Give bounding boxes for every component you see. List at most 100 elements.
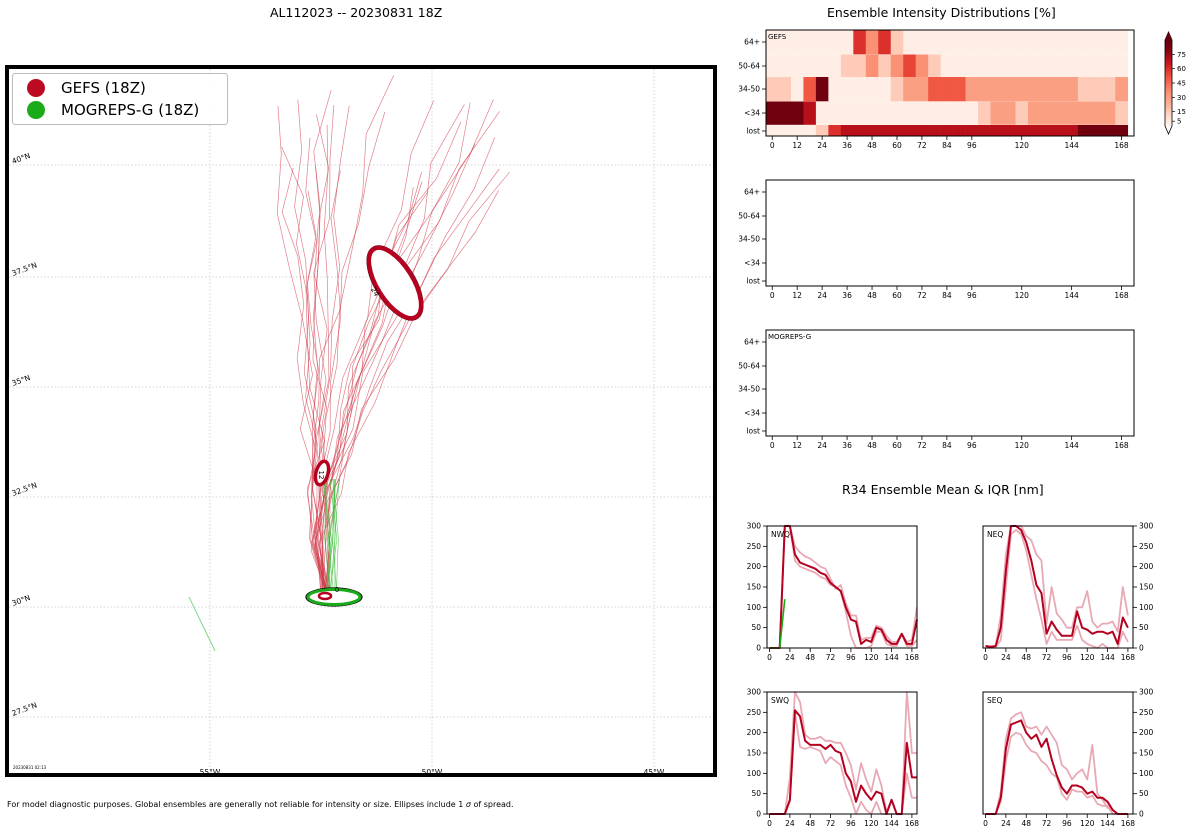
heatmap-cell <box>1077 125 1091 137</box>
x-tick-label: 24 <box>785 819 795 828</box>
track-map: 40°N 37.5°N 35°N 32.5°N 30°N 27.5°N 55°W 50°W 45… <box>5 65 717 777</box>
heatmap-cell <box>778 125 792 137</box>
colorbar-segment <box>1165 45 1172 49</box>
heatmap-cell <box>865 54 879 78</box>
gefs-member-track <box>311 170 341 593</box>
heatmap-cell <box>965 30 979 55</box>
x-tick-label: 0 <box>770 141 775 150</box>
heatmap-cell <box>978 125 991 137</box>
heatmap-cell <box>915 125 929 137</box>
heatmap-cell <box>828 30 842 55</box>
heatmap-frame <box>765 29 1135 137</box>
heatmap-cell <box>1015 30 1029 55</box>
ellipse-label-0: 0 <box>335 586 339 594</box>
heatmap-frame <box>765 329 1135 437</box>
heatmap-cell <box>1102 101 1116 125</box>
colorbar-segment <box>1165 104 1172 108</box>
x-tick-label: 168 <box>1114 291 1129 300</box>
x-tick-label: 48 <box>805 653 815 662</box>
heatmap-cell <box>815 30 829 55</box>
heatmap-cell <box>1077 77 1091 102</box>
heatmap-cell <box>903 54 916 78</box>
colorbar-tick-label: 45 <box>1177 80 1186 88</box>
colorbar-segment <box>1165 87 1172 91</box>
colorbar-segment <box>1165 72 1172 75</box>
r34-series-iqr-high <box>769 525 918 649</box>
heatmap-cell <box>953 54 966 78</box>
y-tick-label: 100 <box>747 603 762 612</box>
x-tick-label: 60 <box>892 141 902 150</box>
heatmap-cell <box>915 30 929 55</box>
x-tick-label: 72 <box>826 653 836 662</box>
x-tick-label: 48 <box>1021 819 1031 828</box>
x-tick-label: 0 <box>770 291 775 300</box>
colorbar-segment <box>1165 43 1172 47</box>
heatmap-cell <box>965 77 979 102</box>
heatmap-cell <box>840 77 854 102</box>
x-tick-label: 96 <box>967 141 977 150</box>
heatmap-cell <box>840 54 854 78</box>
heatmap-cell <box>1090 125 1104 137</box>
heatmap-cell <box>1027 54 1041 78</box>
heatmap-cell <box>903 30 916 55</box>
mogreps-ellipse-0 <box>306 588 362 606</box>
heatmap-cell <box>853 101 867 125</box>
x-tick-label: 120 <box>864 819 879 828</box>
heatmap-cell <box>853 125 867 137</box>
heatmap-cell <box>1027 77 1041 102</box>
colorbar-segment <box>1165 74 1172 77</box>
row-label: <34 <box>744 409 760 418</box>
y-tick-label: 250 <box>1139 542 1154 551</box>
colorbar-segment <box>1165 120 1172 123</box>
r34-title: R34 Ensemble Mean & IQR [nm] <box>842 482 1044 497</box>
legend-item-gefs: GEFS (18Z) <box>27 78 146 98</box>
heatmap-cell <box>1077 30 1091 55</box>
heatmap-cell <box>1115 30 1129 55</box>
y-tick-label: 150 <box>747 583 762 592</box>
colorbar-segment <box>1165 122 1172 125</box>
x-tick-label: 48 <box>867 291 877 300</box>
x-tick-label: 120 <box>864 653 879 662</box>
y-tick-label: 250 <box>1139 708 1154 717</box>
colorbar-segment <box>1165 64 1172 68</box>
heatmap-cell <box>890 30 904 55</box>
row-label: 34-50 <box>738 385 760 394</box>
heatmap-cell <box>940 30 954 55</box>
x-tick-label: 168 <box>1114 141 1129 150</box>
colorbar-segment <box>1165 83 1172 87</box>
heatmap-cell <box>828 125 842 137</box>
x-tick-label: 96 <box>1062 653 1072 662</box>
x-tick-label: 12 <box>792 291 802 300</box>
y-tick-label: 200 <box>1139 728 1154 737</box>
x-tick-label: 144 <box>1100 819 1115 828</box>
heatmap-cell <box>928 125 941 137</box>
y-tick-label: 100 <box>1139 769 1154 778</box>
heatmap-cell <box>965 54 979 78</box>
heatmap-cell <box>915 101 929 125</box>
heatmap-cell <box>1027 30 1041 55</box>
heatmap-cell <box>903 77 916 102</box>
heatmap-cell <box>840 125 854 137</box>
row-label: 64+ <box>744 338 760 347</box>
ellipse-label-12: 12 <box>317 471 325 480</box>
gefs-member-track <box>322 190 499 593</box>
y-tick-label: 100 <box>747 769 762 778</box>
heatmap-label: MOGREPS-G <box>768 333 811 341</box>
y-tick-label: 150 <box>1139 583 1154 592</box>
colorbar-segment <box>1165 51 1172 54</box>
heatmap-cell <box>1065 54 1079 78</box>
colorbar-segment <box>1165 68 1172 71</box>
heatmap-cell <box>1102 30 1116 55</box>
heatmap-cell <box>865 125 879 137</box>
x-tick-label: 96 <box>846 653 856 662</box>
x-tick-label: 24 <box>817 141 827 150</box>
gefs-member-track <box>312 100 435 593</box>
r34-label: NWQ <box>771 530 790 539</box>
colorbar-segment <box>1165 89 1172 92</box>
gefs-member-track <box>322 121 462 593</box>
x-tick-label: 120 <box>1080 819 1095 828</box>
colorbar-segment <box>1165 97 1172 100</box>
colorbar-tick-label: 60 <box>1177 65 1186 73</box>
colorbar-segment <box>1165 91 1172 94</box>
y-tick-label: 50 <box>751 623 761 632</box>
